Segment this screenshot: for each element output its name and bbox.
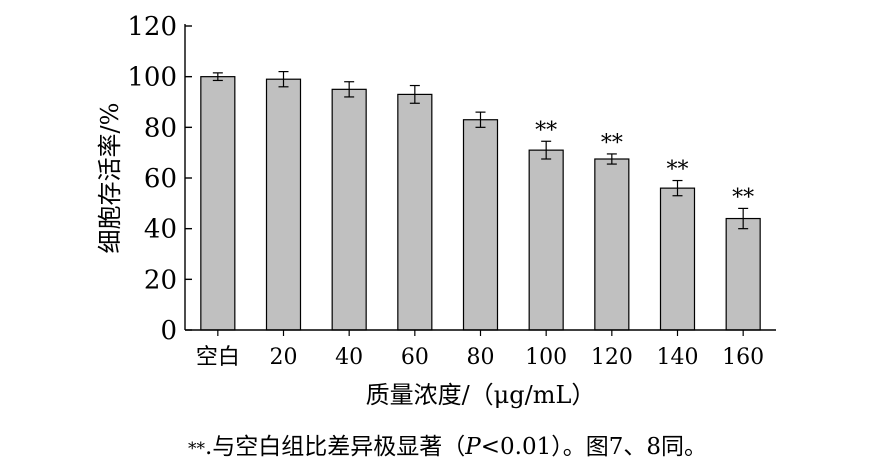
error-bars-layer xyxy=(212,70,749,230)
caption-p-value: <0.01）。图7、8同。 xyxy=(480,434,708,460)
bar xyxy=(725,217,761,331)
x-tick-label: 20 xyxy=(270,345,298,370)
x-tick-label: 40 xyxy=(335,345,363,370)
y-tick-label: 40 xyxy=(144,215,177,245)
x-tick-label: 60 xyxy=(401,345,429,370)
bar xyxy=(265,78,302,331)
x-tick-label: 80 xyxy=(467,345,495,370)
caption-p-symbol: P xyxy=(465,434,481,460)
bar xyxy=(594,158,630,331)
bar xyxy=(462,119,499,331)
significance-mark: ** xyxy=(601,131,623,156)
y-tick-label: 60 xyxy=(144,164,177,194)
bar xyxy=(528,149,564,331)
x-tick-label: 160 xyxy=(722,345,764,370)
x-tick-label: 100 xyxy=(525,345,567,370)
bar xyxy=(331,88,367,331)
figure-caption: **.与空白组比差异极显著（P<0.01）。图7、8同。 xyxy=(0,432,895,464)
bar xyxy=(200,76,236,331)
caption-stars: ** xyxy=(187,439,205,459)
x-tick-label: 空白 xyxy=(196,345,240,370)
y-tick-label: 120 xyxy=(127,12,177,42)
significance-mark: ** xyxy=(535,118,557,143)
y-tick-label: 80 xyxy=(144,113,177,143)
y-tick-label: 0 xyxy=(160,316,177,346)
x-tick-label: 120 xyxy=(591,345,633,370)
y-tick-label: 20 xyxy=(144,265,177,295)
bar xyxy=(659,187,696,331)
x-axis-title: 质量浓度/（μg/mL） xyxy=(366,381,596,409)
labels-layer: 空白 20 40 60 80 ** 100 ** 120 ** 140 ** 160 0 20 40 60 80 1… xyxy=(96,12,764,409)
caption-text: .与空白组比差异极显著（ xyxy=(204,434,466,460)
bar xyxy=(397,93,433,331)
axes-layer xyxy=(184,24,776,336)
y-tick-label: 100 xyxy=(127,63,177,93)
chart-svg: 空白 20 40 60 80 ** 100 ** 120 ** 140 ** 160 0 20 40 60 80 1… xyxy=(96,12,776,409)
significance-mark: ** xyxy=(732,185,754,210)
x-tick-label: 140 xyxy=(657,345,699,370)
y-axis-title: 细胞存活率/% xyxy=(96,103,124,254)
significance-mark: ** xyxy=(667,158,689,183)
